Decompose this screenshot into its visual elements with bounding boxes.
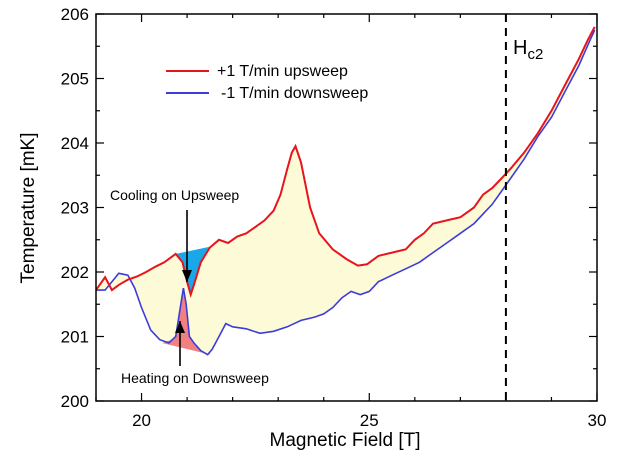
svg-text:Hc2: Hc2 (513, 37, 543, 63)
heating-wedge (162, 288, 210, 355)
arrow-heating (175, 321, 185, 366)
y-tick-label-203: 203 (61, 199, 89, 218)
series-line-downsweep (96, 29, 596, 356)
x-tick-label-20: 20 (132, 411, 151, 430)
annotation-heating: Heating on Downsweep (121, 370, 269, 386)
y-tick-label-206: 206 (61, 5, 89, 24)
hc2-label-main: H (513, 37, 527, 59)
y-tick-label-205: 205 (61, 70, 89, 89)
annotation-cooling: Cooling on Upsweep (110, 187, 239, 203)
y-tick-label-204: 204 (61, 134, 89, 153)
y-axis-label: Temperature [mK] (18, 133, 39, 284)
series-line-upsweep (96, 26, 596, 299)
x-axis-label: Magnetic Field [T] (270, 430, 421, 451)
y-tick-label-201: 201 (61, 328, 89, 347)
y-tick-label-202: 202 (61, 263, 89, 282)
series-layer (96, 26, 596, 356)
between-sweeps-fill (96, 27, 595, 355)
hc2-label: Hc2 (513, 37, 543, 63)
legend-label-upsweep: +1 T/min upsweep (217, 63, 348, 80)
axes-layer: 20 25 30 200 201 202 203 204 205 206 (61, 5, 607, 430)
legend-label-downsweep: -1 T/min downsweep (221, 85, 368, 102)
arrow-cooling (182, 210, 192, 282)
annot-layer (175, 210, 192, 366)
x-tick-label-25: 25 (360, 411, 379, 430)
legend: +1 T/min upsweep -1 T/min downsweep (166, 63, 368, 102)
hc2-label-sub: c2 (527, 46, 543, 63)
y-tick-label-200: 200 (61, 392, 89, 411)
x-tick-label-30: 30 (588, 411, 607, 430)
